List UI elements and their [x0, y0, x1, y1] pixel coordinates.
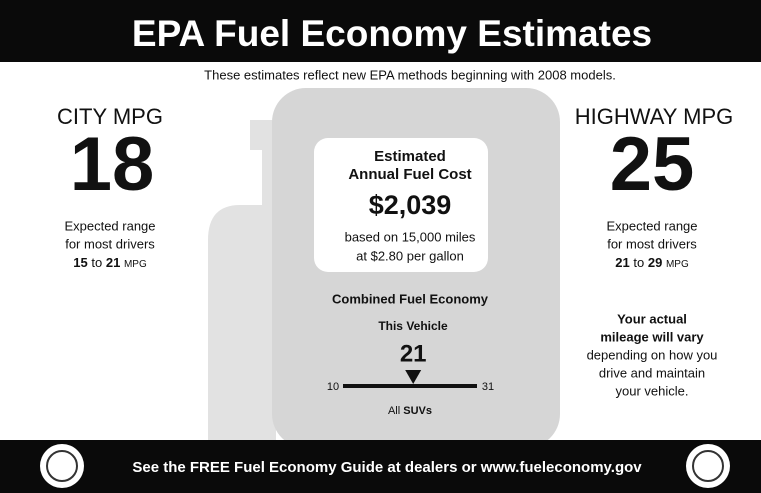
notice-bold: Your actual [617, 311, 687, 326]
range-sep: to [91, 255, 102, 270]
highway-label: HIGHWAY MPG [575, 104, 734, 129]
combined-value: 21 [400, 340, 427, 367]
city-range-values: 15 to 21 MPG [73, 255, 147, 270]
range-high: 21 [106, 255, 120, 270]
cost-title: Estimated [374, 148, 446, 165]
range-unit: MPG [666, 259, 689, 270]
class-prefix: All [388, 405, 400, 417]
scale-max: 31 [482, 381, 494, 393]
city-value: 18 [70, 122, 155, 207]
vehicle-class: All SUVs [388, 405, 432, 417]
highway-range: for most drivers [607, 236, 697, 251]
notice-line: your vehicle. [616, 383, 689, 398]
range-unit: MPG [124, 259, 147, 270]
cost-title: Annual Fuel Cost [348, 166, 471, 183]
notice-line: depending on how you [587, 347, 718, 362]
doe-seal-inner [692, 450, 724, 482]
epa-seal-inner [46, 450, 78, 482]
highway-range: Expected range [606, 218, 697, 233]
highway-range-values: 21 to 29 MPG [615, 255, 689, 270]
cost-note: based on 15,000 miles [345, 229, 476, 244]
cost-amount: $2,039 [369, 190, 452, 220]
notice-line: drive and maintain [599, 365, 705, 380]
range-low: 21 [615, 255, 629, 270]
highway-value: 25 [610, 122, 695, 207]
cost-note: at $2.80 per gallon [356, 248, 464, 263]
pump-hose [208, 120, 276, 440]
range-sep: to [633, 255, 644, 270]
cost-box [314, 138, 488, 272]
scale-min: 10 [327, 381, 339, 393]
city-label: CITY MPG [57, 104, 163, 129]
subtitle: These estimates reflect new EPA methods … [204, 67, 616, 82]
city-range: Expected range [64, 218, 155, 233]
title: EPA Fuel Economy Estimates [132, 13, 652, 54]
notice-bold: mileage will vary [600, 329, 704, 344]
scale-marker [405, 370, 422, 384]
city-range: for most drivers [65, 236, 155, 251]
header-band [0, 0, 761, 62]
range-low: 15 [73, 255, 87, 270]
combined-title: Combined Fuel Economy [332, 291, 489, 306]
footer-band [0, 440, 761, 493]
class-name: SUVs [403, 405, 432, 417]
footer-text: See the FREE Fuel Economy Guide at deale… [132, 459, 642, 476]
range-high: 29 [648, 255, 662, 270]
vehicle-label: This Vehicle [378, 319, 448, 333]
